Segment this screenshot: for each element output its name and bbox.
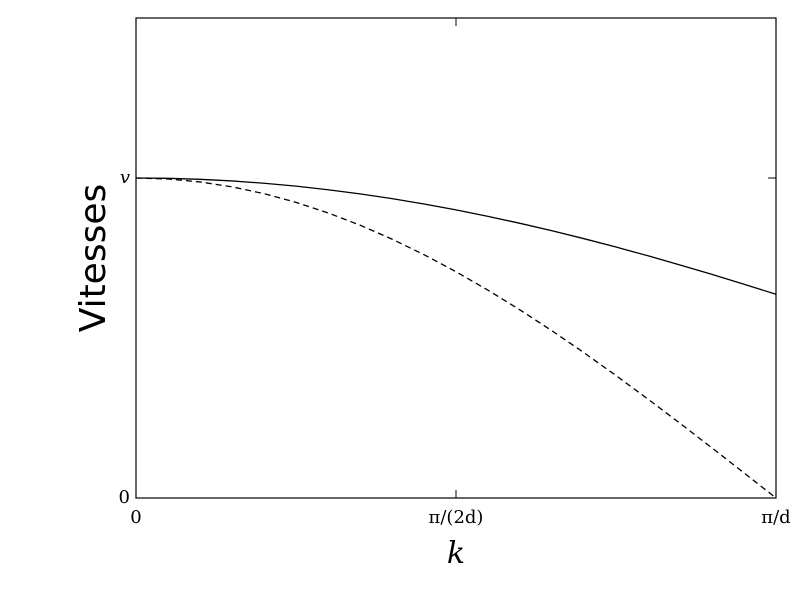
y-axis-label: Vitesses — [73, 184, 114, 333]
x-tick-label: π/(2d) — [429, 507, 484, 528]
line-series — [135, 177, 777, 295]
line-series — [135, 177, 777, 499]
x-tick-label: π/d — [761, 507, 790, 528]
x-axis-label: k — [447, 536, 465, 571]
plot-frame — [135, 17, 777, 499]
y-tick-label: v — [120, 167, 130, 188]
y-tick-label: 0 — [119, 487, 130, 508]
x-tick-label: 0 — [130, 507, 141, 528]
